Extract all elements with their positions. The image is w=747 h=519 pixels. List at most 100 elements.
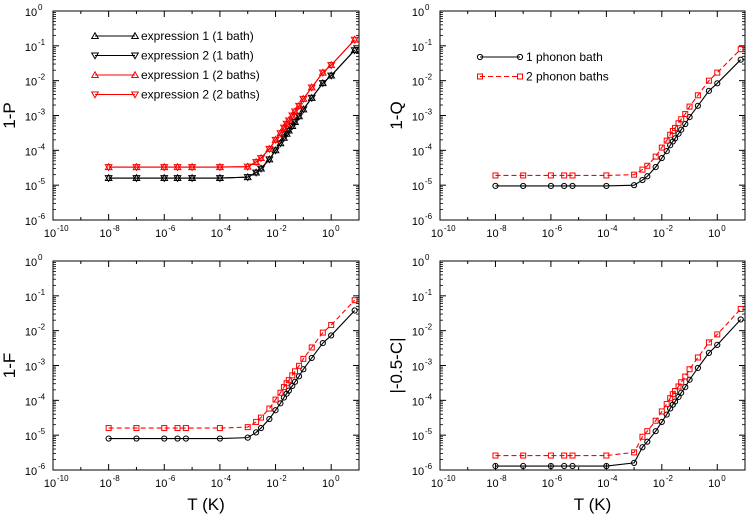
y-tick-label: 10	[412, 257, 424, 269]
data-point	[276, 130, 285, 138]
y-tick-exponent: -5	[38, 177, 46, 186]
data-point	[350, 36, 359, 45]
y-tick-label: 10	[25, 216, 37, 228]
data-point	[686, 113, 693, 121]
series-line	[495, 48, 742, 177]
data-point	[271, 136, 280, 145]
plot-frame	[439, 10, 746, 221]
data-point	[256, 155, 266, 163]
data-point	[266, 405, 273, 412]
legend-marker	[476, 53, 484, 61]
data-point	[294, 113, 304, 121]
data-point	[251, 169, 261, 177]
data-point	[104, 164, 113, 172]
data-point	[215, 175, 225, 183]
data-point	[639, 166, 646, 173]
data-point	[603, 452, 610, 459]
data-point	[104, 175, 113, 183]
x-tick-label: 10	[431, 478, 443, 490]
x-tick-label: 10	[44, 478, 56, 490]
data-point	[174, 435, 181, 442]
y-tick-label: 10	[412, 292, 424, 304]
y-tick-label: 10	[25, 362, 37, 374]
y-tick-exponent: -4	[425, 142, 433, 151]
data-point	[105, 425, 112, 432]
data-point	[271, 147, 280, 155]
data-point	[308, 354, 315, 362]
panel-bottom-right: 10 -10 10 -8 10 -6 10 -4 10 -2 10 010 -610 -510 -410 -3…	[387, 253, 746, 514]
data-point	[272, 396, 279, 403]
y-tick-label: 10	[412, 42, 424, 54]
data-point	[663, 137, 670, 144]
data-point	[603, 172, 610, 179]
data-point	[133, 425, 140, 432]
data-point	[737, 316, 744, 323]
data-point	[652, 153, 659, 160]
data-point	[520, 182, 527, 190]
data-point	[279, 124, 289, 132]
data-point	[714, 80, 721, 87]
x-tick-exponent: -10	[57, 224, 69, 233]
y-tick-exponent: -2	[425, 323, 433, 332]
x-tick-exponent: 0	[721, 224, 726, 233]
y-tick-exponent: -2	[425, 73, 433, 82]
data-point	[327, 62, 336, 70]
data-point	[299, 95, 308, 104]
x-tick-exponent: -6	[168, 224, 176, 233]
y-tick-label: 10	[412, 466, 424, 478]
y-tick-exponent: -5	[425, 177, 433, 186]
data-point	[182, 425, 189, 432]
x-tick-exponent: 0	[335, 474, 340, 483]
data-point	[253, 429, 260, 436]
data-point	[561, 182, 568, 190]
x-tick-label: 10	[211, 228, 223, 240]
data-point	[631, 171, 638, 178]
panel-top-left: 10 -10 10 -8 10 -6 10 -4 10 -2 10 010 -610 -510 -410 -3…	[0, 3, 360, 240]
y-tick-label: 10	[412, 7, 424, 19]
data-point	[705, 339, 712, 346]
data-point	[294, 102, 304, 111]
legend-marker	[130, 52, 140, 60]
data-point	[547, 182, 555, 190]
data-point	[290, 108, 300, 116]
data-point	[561, 462, 568, 470]
y-tick-label: 10	[25, 7, 37, 19]
x-tick-exponent: 0	[335, 224, 340, 233]
series-group	[104, 35, 359, 183]
data-point	[694, 354, 701, 361]
y-tick-label: 10	[25, 327, 37, 339]
legend-marker	[130, 31, 140, 39]
data-point	[639, 433, 646, 440]
y-tick-exponent: -3	[425, 358, 433, 367]
data-point	[187, 164, 197, 172]
data-point	[244, 434, 251, 441]
data-point	[682, 111, 689, 118]
data-point	[282, 120, 291, 129]
x-tick-label: 10	[266, 478, 278, 490]
legend-marker	[477, 73, 483, 80]
y-tick-exponent: -6	[425, 212, 433, 221]
legend-marker	[517, 73, 523, 80]
data-point	[678, 126, 685, 133]
legend-marker	[90, 52, 100, 60]
legend-label: expression 2 (2 baths)	[141, 88, 260, 102]
data-point	[737, 46, 744, 53]
data-point	[671, 135, 679, 142]
data-point	[318, 80, 327, 88]
x-tick-label: 10	[486, 478, 498, 490]
series-group	[492, 46, 744, 190]
data-point	[350, 47, 359, 55]
data-point	[644, 173, 651, 180]
y-tick-exponent: -2	[38, 73, 46, 82]
y-tick-label: 10	[25, 431, 37, 443]
x-tick-label: 10	[44, 228, 56, 240]
x-tick-exponent: -6	[168, 474, 176, 483]
data-point	[675, 393, 682, 401]
data-point	[299, 106, 308, 114]
x-tick-label: 10	[653, 228, 665, 240]
y-tick-exponent: -3	[38, 358, 46, 367]
legend: 1 phonon bath 2 phonon baths	[476, 50, 609, 84]
y-tick-exponent: 0	[425, 253, 430, 262]
data-point	[520, 462, 527, 470]
data-point	[737, 305, 744, 312]
